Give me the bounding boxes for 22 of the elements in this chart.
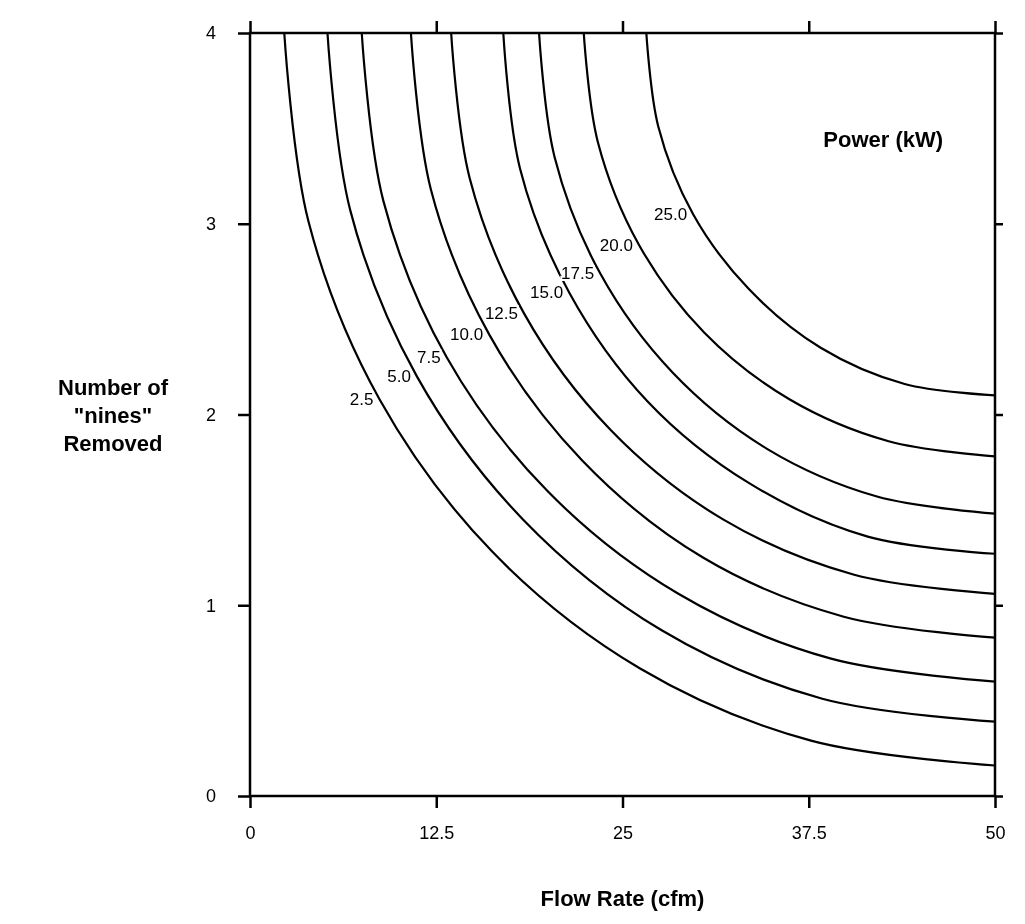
series-label: 7.5 xyxy=(417,348,441,368)
x-tick-label: 37.5 xyxy=(791,822,827,843)
series-label: 25.0 xyxy=(654,205,688,225)
series-label: 15.0 xyxy=(530,283,564,303)
x-axis-title: Flow Rate (cfm) xyxy=(540,886,705,911)
y-tick-label: 4 xyxy=(205,23,216,44)
x-tick-label: 0 xyxy=(245,822,256,843)
x-tick-label: 12.5 xyxy=(419,822,455,843)
series-label: 10.0 xyxy=(450,325,484,345)
y-tick-label: 3 xyxy=(205,214,216,235)
y-tick-label: 0 xyxy=(205,786,216,807)
series-label: 5.0 xyxy=(387,367,411,387)
series-label: 20.0 xyxy=(599,235,633,255)
series-label: 17.5 xyxy=(561,264,595,284)
y-axis-title: Number of "nines" Removed xyxy=(58,374,169,456)
annotation: Power (kW) xyxy=(823,127,944,153)
y-tick-label: 2 xyxy=(205,404,216,425)
series-label: 12.5 xyxy=(484,304,519,324)
series-label: 2.5 xyxy=(349,390,374,410)
y-tick-label: 1 xyxy=(205,595,216,616)
x-tick-label: 25 xyxy=(612,822,634,843)
x-tick-label: 50 xyxy=(985,822,1006,843)
